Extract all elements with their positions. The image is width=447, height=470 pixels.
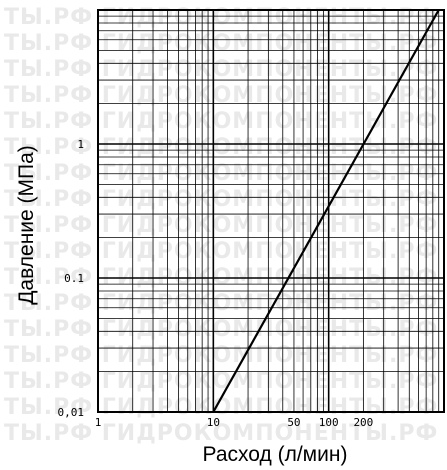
watermark-text: ТЫ.РФ ГИДРОКОМПОНЕНТЫ.РФ ГИДРОКОМПОНЕНТЫ… [4, 421, 447, 446]
watermark-text: ТЫ.РФ ГИДРОКОМПОНЕНТЫ.РФ ГИДРОКОМПОНЕНТЫ… [4, 135, 447, 160]
watermark-text: ТЫ.РФ ГИДРОКОМПОНЕНТЫ.РФ ГИДРОКОМПОНЕНТЫ… [4, 291, 447, 316]
y-tick-label: 0.1 [64, 272, 84, 285]
x-tick-label: 100 [319, 416, 339, 429]
y-axis-title: Давление (МПа) [15, 145, 38, 305]
watermark-text: ТЫ.РФ ГИДРОКОМПОНЕНТЫ.РФ ГИДРОКОМПОНЕНТЫ… [4, 317, 447, 342]
watermark-text: ТЫ.РФ ГИДРОКОМПОНЕНТЫ.РФ ГИДРОКОМПОНЕНТЫ… [4, 31, 447, 56]
watermark-text: ТЫ.РФ ГИДРОКОМПОНЕНТЫ.РФ ГИДРОКОМПОНЕНТЫ… [4, 213, 447, 238]
pressure-flow-line [212, 9, 440, 413]
watermark-text: ТЫ.РФ ГИДРОКОМПОНЕНТЫ.РФ ГИДРОКОМПОНЕНТЫ… [4, 83, 447, 108]
y-tick-label: 0,01 [58, 406, 85, 419]
watermark-text: ТЫ.РФ ГИДРОКОМПОНЕНТЫ.РФ ГИДРОКОМПОНЕНТЫ… [4, 57, 447, 82]
x-tick-label: 50 [287, 416, 300, 429]
chart-series [212, 9, 440, 413]
x-tick-label: 200 [353, 416, 373, 429]
watermark-text: ТЫ.РФ ГИДРОКОМПОНЕНТЫ.РФ ГИДРОКОМПОНЕНТЫ… [4, 395, 447, 420]
plot-frame [97, 9, 445, 413]
x-tick-label: 1 [95, 416, 102, 429]
watermark-text: ТЫ.РФ ГИДРОКОМПОНЕНТЫ.РФ ГИДРОКОМПОНЕНТЫ… [4, 5, 447, 30]
watermark-text: ТЫ.РФ ГИДРОКОМПОНЕНТЫ.РФ ГИДРОКОМПОНЕНТЫ… [4, 343, 447, 368]
watermark-text: ТЫ.РФ ГИДРОКОМПОНЕНТЫ.РФ ГИДРОКОМПОНЕНТЫ… [4, 187, 447, 212]
x-axis-title: Расход (л/мин) [203, 443, 348, 466]
x-tick-label: 10 [207, 416, 220, 429]
watermark-text: ТЫ.РФ ГИДРОКОМПОНЕНТЫ.РФ ГИДРОКОМПОНЕНТЫ… [4, 239, 447, 264]
watermark-text: ТЫ.РФ ГИДРОКОМПОНЕНТЫ.РФ ГИДРОКОМПОНЕНТЫ… [4, 109, 447, 134]
y-tick-label: 1 [77, 138, 84, 151]
tick-labels: 1 10 50 100 200 0,01 0.1 1 [58, 138, 374, 429]
watermark: ТЫ.РФ ГИДРОКОМПОНЕНТЫ.РФ ГИДРОКОМПОНЕНТЫ… [4, 5, 447, 446]
